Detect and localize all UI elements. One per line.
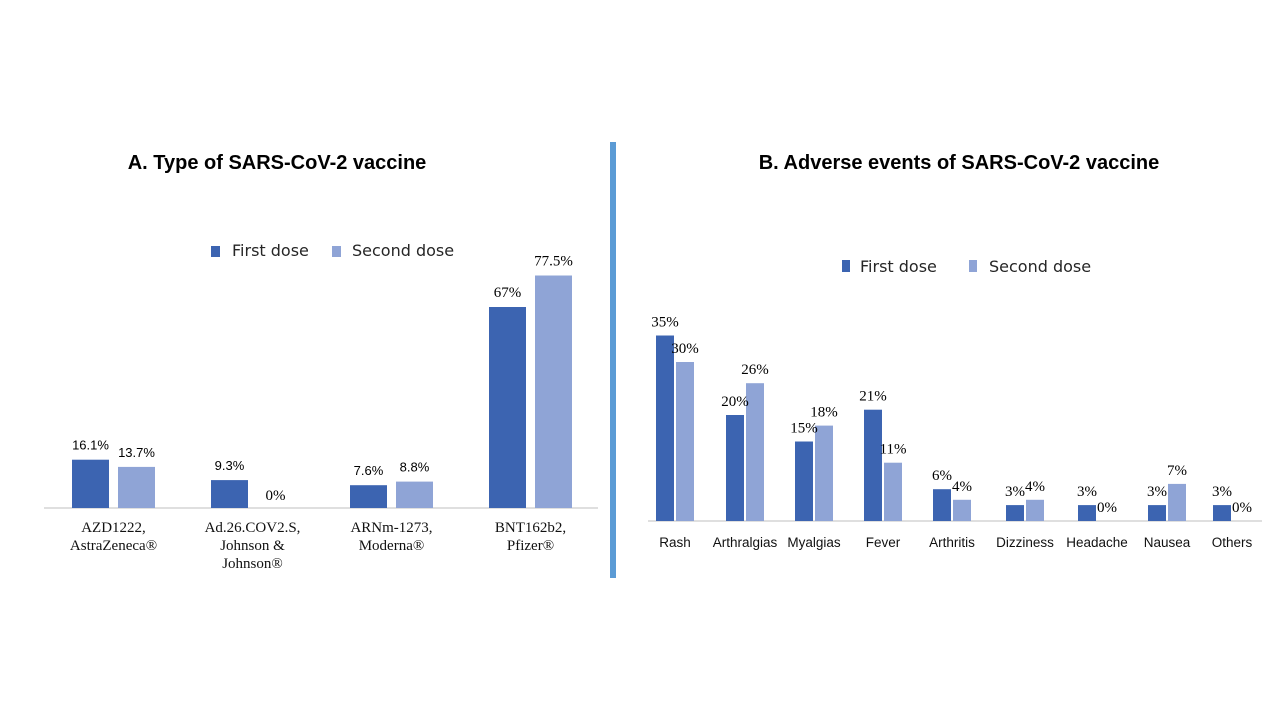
chart-b-legend-swatch-second xyxy=(969,260,977,272)
chart-b-value-labels: 35%30%20%26%15%18%21%11%6%4% 3% 4% 3%0%3%7%… xyxy=(651,315,1252,517)
chart-a-value-label: 77.5% xyxy=(534,254,573,270)
chart-b-value-label: 18% xyxy=(810,405,838,421)
chart-b-value-label: 35% xyxy=(651,315,679,331)
chart-b-bar-first-6 xyxy=(1078,505,1096,521)
chart-b-value-label: 3% xyxy=(1077,484,1097,500)
chart-a-value-label: 16.1% xyxy=(72,438,109,453)
panel-divider xyxy=(610,142,616,578)
chart-b-value-label: 3% xyxy=(1147,484,1167,500)
chart-b-category-label: Others xyxy=(1212,535,1253,550)
chart-b-bars xyxy=(656,335,1231,521)
chart-a-bar-first-3 xyxy=(489,307,526,508)
chart-b-value-label: 7% xyxy=(1167,463,1187,479)
chart-b: B. Adverse events of SARS-CoV-2 vaccine … xyxy=(648,152,1262,550)
chart-b-value-label: 0% xyxy=(1232,500,1252,516)
chart-a-category-label: ARNm-1273, Moderna® xyxy=(350,520,432,554)
chart-a-category-label: AZD1222, AstraZeneca® xyxy=(70,520,157,554)
chart-a: A. Type of SARS-CoV-2 vaccine First dose… xyxy=(44,152,598,572)
chart-b-bar-first-1 xyxy=(726,415,744,521)
chart-b-legend-label-second: Second dose xyxy=(989,257,1091,276)
chart-a-legend-label-second: Second dose xyxy=(352,241,454,260)
chart-b-category-label: Fever xyxy=(866,535,901,550)
chart-a-legend-label-first: First dose xyxy=(232,241,309,260)
chart-b-category-label: Arthritis xyxy=(929,535,975,550)
chart-a-legend-swatch-second xyxy=(332,246,341,257)
chart-a-value-label: 0% xyxy=(266,488,286,504)
chart-b-value-label: 6% xyxy=(932,468,952,484)
chart-a-value-label: 9.3% xyxy=(215,458,245,473)
chart-b-bar-first-2 xyxy=(795,441,813,521)
chart-b-value-label: 4% xyxy=(952,479,972,495)
chart-a-legend-swatch-first xyxy=(211,246,220,257)
chart-b-value-label: 20% xyxy=(721,394,749,410)
chart-b-bar-second-5 xyxy=(1026,499,1044,521)
chart-b-bar-second-7 xyxy=(1168,483,1186,521)
chart-b-bar-first-5 xyxy=(1006,505,1024,521)
chart-b-value-label: 3% xyxy=(1212,484,1232,500)
chart-b-bar-second-0 xyxy=(676,362,694,521)
chart-b-bar-first-4 xyxy=(933,489,951,521)
chart-b-legend-label-first: First dose xyxy=(860,257,937,276)
chart-b-value-label: 11% xyxy=(880,442,907,458)
chart-b-value-label: 0% xyxy=(1097,500,1117,516)
chart-b-value-label: 30% xyxy=(671,341,699,357)
chart-a-category-labels: AZD1222, AstraZeneca® Ad.26.COV2.S, Johnson… xyxy=(70,520,566,572)
chart-b-bar-first-8 xyxy=(1213,505,1231,521)
chart-a-value-label: 13.7% xyxy=(118,445,155,460)
chart-b-value-label: 15% xyxy=(790,421,818,437)
chart-b-legend: First dose Second dose xyxy=(842,257,1091,276)
chart-b-category-label: Dizziness xyxy=(996,535,1054,550)
chart-a-value-label: 8.8% xyxy=(400,460,430,475)
chart-a-bar-second-3 xyxy=(535,275,572,508)
chart-a-bars xyxy=(72,275,572,508)
chart-a-bar-second-2 xyxy=(396,481,433,508)
chart-b-value-label: 21% xyxy=(859,389,887,405)
chart-a-value-label: 67% xyxy=(494,285,522,301)
chart-b-legend-swatch-first xyxy=(842,260,850,272)
chart-b-category-label: Myalgias xyxy=(787,535,841,550)
chart-b-title: B. Adverse events of SARS-CoV-2 vaccine xyxy=(759,152,1160,174)
chart-a-bar-first-0 xyxy=(72,459,109,508)
chart-a-title: A. Type of SARS-CoV-2 vaccine xyxy=(128,152,427,174)
chart-b-bar-second-1 xyxy=(746,383,764,521)
chart-a-category-label: BNT162b2, Pfizer® xyxy=(495,520,566,554)
chart-a-legend: First dose Second dose xyxy=(211,241,454,260)
chart-b-value-label: 26% xyxy=(741,362,769,378)
chart-b-bar-second-2 xyxy=(815,425,833,521)
chart-b-bar-first-7 xyxy=(1148,505,1166,521)
chart-b-value-label: 3% xyxy=(1005,484,1025,500)
chart-b-category-label: Arthralgias xyxy=(713,535,778,550)
chart-a-bar-first-2 xyxy=(350,485,387,508)
chart-b-bar-second-4 xyxy=(953,499,971,521)
chart-b-bar-second-3 xyxy=(884,462,902,521)
chart-b-bar-first-0 xyxy=(656,335,674,521)
chart-a-value-labels: 16.1% 13.7% 9.3% 0% 7.6% 8.8% 67% 77.5% xyxy=(72,254,573,505)
chart-b-value-label: 4% xyxy=(1025,479,1045,495)
chart-b-category-label: Headache xyxy=(1066,535,1128,550)
chart-a-category-label: Ad.26.COV2.S, Johnson & Johnson® xyxy=(205,520,301,572)
chart-b-category-label: Nausea xyxy=(1144,535,1191,550)
chart-b-bar-first-3 xyxy=(864,409,882,521)
chart-a-value-label: 7.6% xyxy=(354,463,384,478)
chart-a-bar-first-1 xyxy=(211,480,248,508)
chart-b-category-labels: Rash Arthralgias Myalgias Fever Arthritis Diz… xyxy=(659,535,1252,550)
chart-a-bar-second-0 xyxy=(118,466,155,508)
chart-b-category-label: Rash xyxy=(659,535,691,550)
